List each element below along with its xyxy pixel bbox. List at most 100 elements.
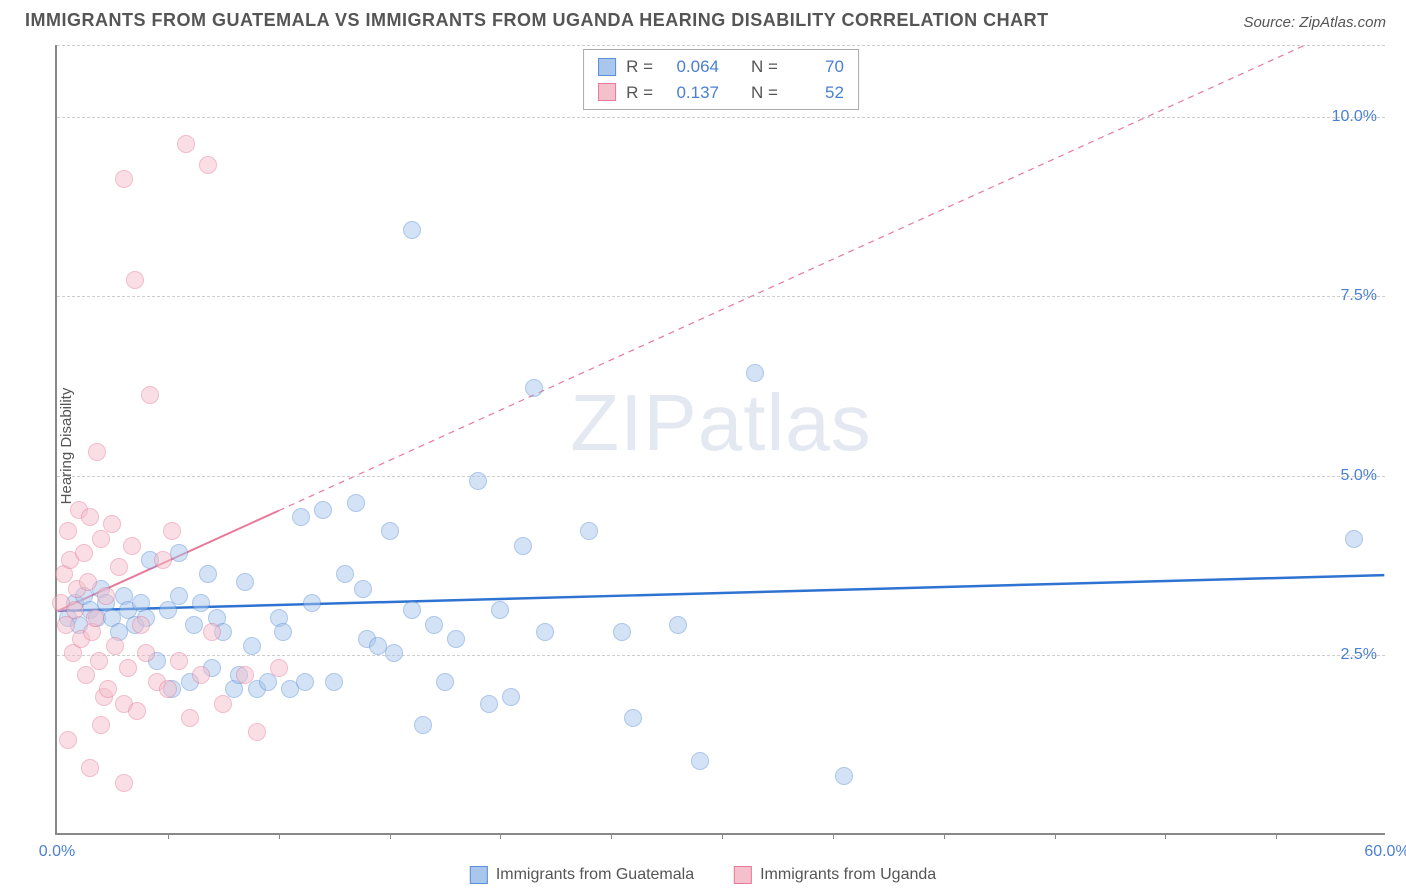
y-tick-label: 10.0% (1332, 108, 1377, 126)
scatter-point (347, 494, 365, 512)
n-value: 70 (788, 54, 844, 80)
stats-row: R = 0.064 N = 70 (598, 54, 844, 80)
scatter-point (92, 716, 110, 734)
scatter-point (514, 537, 532, 555)
scatter-point (185, 616, 203, 634)
scatter-point (97, 587, 115, 605)
scatter-point (170, 544, 188, 562)
scatter-point (159, 680, 177, 698)
scatter-point (469, 472, 487, 490)
scatter-point (403, 221, 421, 239)
watermark-atlas: atlas (698, 378, 872, 467)
scatter-point (325, 673, 343, 691)
x-tick-mark (833, 833, 834, 839)
scatter-point (236, 666, 254, 684)
y-tick-label: 2.5% (1341, 646, 1377, 664)
r-value: 0.064 (663, 54, 719, 80)
scatter-point (385, 644, 403, 662)
scatter-point (199, 565, 217, 583)
scatter-point (274, 623, 292, 641)
trend-lines (57, 45, 1385, 833)
scatter-point (81, 759, 99, 777)
scatter-point (613, 623, 631, 641)
scatter-point (177, 135, 195, 153)
stats-row: R =0.137N =52 (598, 80, 844, 106)
x-tick-mark (1165, 833, 1166, 839)
scatter-point (243, 637, 261, 655)
scatter-point (123, 537, 141, 555)
scatter-point (106, 637, 124, 655)
scatter-point (170, 652, 188, 670)
series-legend: Immigrants from GuatemalaImmigrants from… (470, 866, 936, 884)
scatter-point (77, 666, 95, 684)
x-tick-mark (390, 833, 391, 839)
scatter-point (303, 594, 321, 612)
scatter-point (491, 601, 509, 619)
scatter-point (270, 659, 288, 677)
scatter-point (403, 601, 421, 619)
watermark: ZIPatlas (570, 377, 871, 469)
scatter-point (154, 551, 172, 569)
x-tick-mark (168, 833, 169, 839)
x-tick-mark (722, 833, 723, 839)
x-tick-mark (500, 833, 501, 839)
n-value: 52 (788, 80, 844, 106)
scatter-point (746, 364, 764, 382)
scatter-point (580, 522, 598, 540)
scatter-point (447, 630, 465, 648)
y-tick-label: 5.0% (1341, 467, 1377, 485)
stats-legend-box: R =0.064N =70R =0.137N =52 (583, 49, 859, 110)
r-label: R = (626, 54, 653, 80)
scatter-point (66, 601, 84, 619)
x-tick-label: 0.0% (39, 843, 75, 861)
scatter-point (292, 508, 310, 526)
scatter-point (835, 767, 853, 785)
gridline (57, 476, 1385, 477)
scatter-point (59, 731, 77, 749)
scatter-point (414, 716, 432, 734)
scatter-point (115, 170, 133, 188)
scatter-point (192, 594, 210, 612)
source-attribution: Source: ZipAtlas.com (1243, 14, 1386, 31)
scatter-point (99, 680, 117, 698)
scatter-point (314, 501, 332, 519)
y-tick-label: 7.5% (1341, 287, 1377, 305)
scatter-point (103, 515, 121, 533)
gridline (57, 45, 1385, 46)
x-tick-label: 60.0% (1364, 843, 1406, 861)
scatter-point (199, 156, 217, 174)
x-tick-mark (611, 833, 612, 839)
scatter-point (181, 709, 199, 727)
scatter-point (525, 379, 543, 397)
scatter-point (691, 752, 709, 770)
scatter-point (119, 659, 137, 677)
gridline (57, 655, 1385, 656)
legend-swatch (470, 866, 488, 884)
scatter-point (128, 702, 146, 720)
scatter-point (1345, 530, 1363, 548)
x-tick-mark (279, 833, 280, 839)
legend-label: Immigrants from Guatemala (496, 866, 694, 884)
scatter-point (163, 522, 181, 540)
scatter-point (75, 544, 93, 562)
legend-swatch (598, 58, 616, 76)
scatter-point (536, 623, 554, 641)
n-label: N = (751, 54, 778, 80)
scatter-point (480, 695, 498, 713)
plot-area: ZIPatlas R =0.064N =70R =0.137N =52 2.5%… (55, 45, 1385, 835)
x-tick-mark (1276, 833, 1277, 839)
scatter-point (126, 271, 144, 289)
scatter-point (381, 522, 399, 540)
scatter-point (248, 723, 266, 741)
legend-item: Immigrants from Guatemala (470, 866, 694, 884)
scatter-point (203, 623, 221, 641)
scatter-point (296, 673, 314, 691)
scatter-point (336, 565, 354, 583)
scatter-point (59, 522, 77, 540)
legend-swatch (734, 866, 752, 884)
chart-title: IMMIGRANTS FROM GUATEMALA VS IMMIGRANTS … (25, 10, 1049, 31)
n-label: N = (751, 80, 778, 106)
scatter-point (192, 666, 210, 684)
scatter-point (110, 558, 128, 576)
scatter-point (81, 508, 99, 526)
